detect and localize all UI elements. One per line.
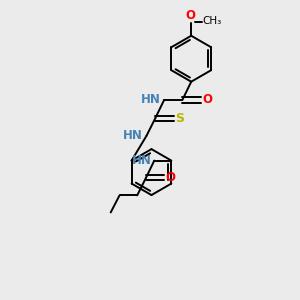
Text: CH₃: CH₃ <box>202 16 222 26</box>
Text: HN: HN <box>123 129 143 142</box>
Text: O: O <box>202 93 212 106</box>
Text: O: O <box>166 171 176 184</box>
Text: S: S <box>175 112 184 125</box>
Text: HN: HN <box>141 93 161 106</box>
Text: HN: HN <box>131 154 151 166</box>
Text: O: O <box>185 9 195 22</box>
